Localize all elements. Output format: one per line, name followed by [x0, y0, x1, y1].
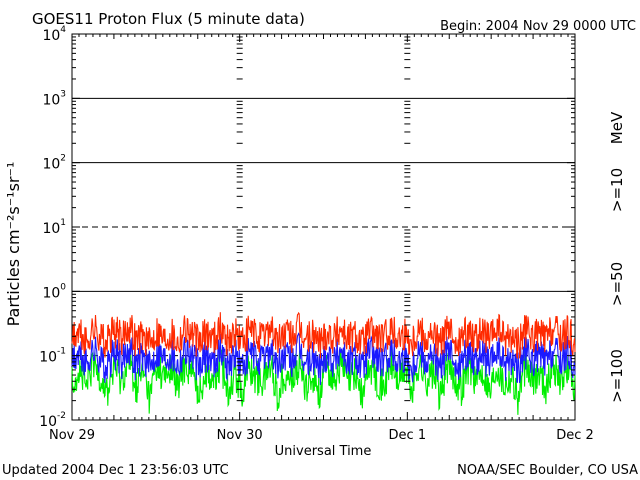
x-axis-label: Universal Time [275, 444, 372, 459]
y-tick-base: 10 [42, 157, 60, 173]
x-tick-label: Nov 30 [217, 428, 263, 443]
legend: MeV >=10 >=50 >=100 [608, 111, 626, 403]
y-tick-exponent: 3 [60, 89, 66, 99]
y-tick-label: 101 [42, 218, 66, 237]
y-tick-base: 10 [42, 92, 60, 108]
y-tick-label: 103 [42, 89, 66, 108]
tick-layer [71, 34, 576, 421]
credit-label: NOAA/SEC Boulder, CO USA [457, 463, 638, 478]
x-tick-label: Nov 29 [49, 428, 95, 443]
x-tick-label: Dec 1 [389, 428, 427, 443]
updated-label: Updated 2004 Dec 1 23:56:03 UTC [2, 463, 229, 478]
y-tick-exponent: 2 [60, 154, 66, 164]
series-line-ge10 [71, 311, 576, 360]
y-tick-label: 102 [42, 154, 66, 173]
y-tick-label: 10-1 [39, 347, 66, 366]
legend-ge10: >=10 [608, 168, 626, 212]
y-tick-label: 104 [42, 25, 66, 44]
y-tick-exponent: 4 [60, 25, 66, 35]
y-tick-base: 10 [39, 350, 57, 366]
series-line-ge50 [71, 332, 576, 386]
x-tick-label: Dec 2 [556, 428, 594, 443]
y-tick-exponent: 0 [60, 282, 66, 292]
x-tick-labels: Nov 29 Nov 30 Dec 1 Dec 2 [49, 428, 594, 443]
y-axis-label: Particles cm⁻²s⁻¹sr⁻¹ [4, 162, 23, 327]
legend-unit-label: MeV [608, 111, 626, 144]
chart-title: GOES11 Proton Flux (5 minute data) [32, 10, 305, 28]
y-tick-base: 10 [42, 28, 60, 44]
legend-ge100: >=100 [608, 349, 626, 403]
legend-ge50: >=50 [608, 262, 626, 306]
y-tick-exponent: -1 [57, 347, 66, 357]
y-tick-label: 10-2 [39, 411, 66, 430]
y-tick-exponent: 1 [60, 218, 66, 228]
series-layer [71, 311, 576, 415]
y-tick-base: 10 [42, 285, 60, 301]
begin-label: Begin: 2004 Nov 29 0000 UTC [440, 19, 636, 34]
y-tick-base: 10 [42, 221, 60, 237]
y-tick-label: 100 [42, 282, 66, 301]
y-tick-base: 10 [39, 414, 57, 430]
plot-area [71, 33, 576, 421]
y-tick-exponent: -2 [57, 411, 66, 421]
